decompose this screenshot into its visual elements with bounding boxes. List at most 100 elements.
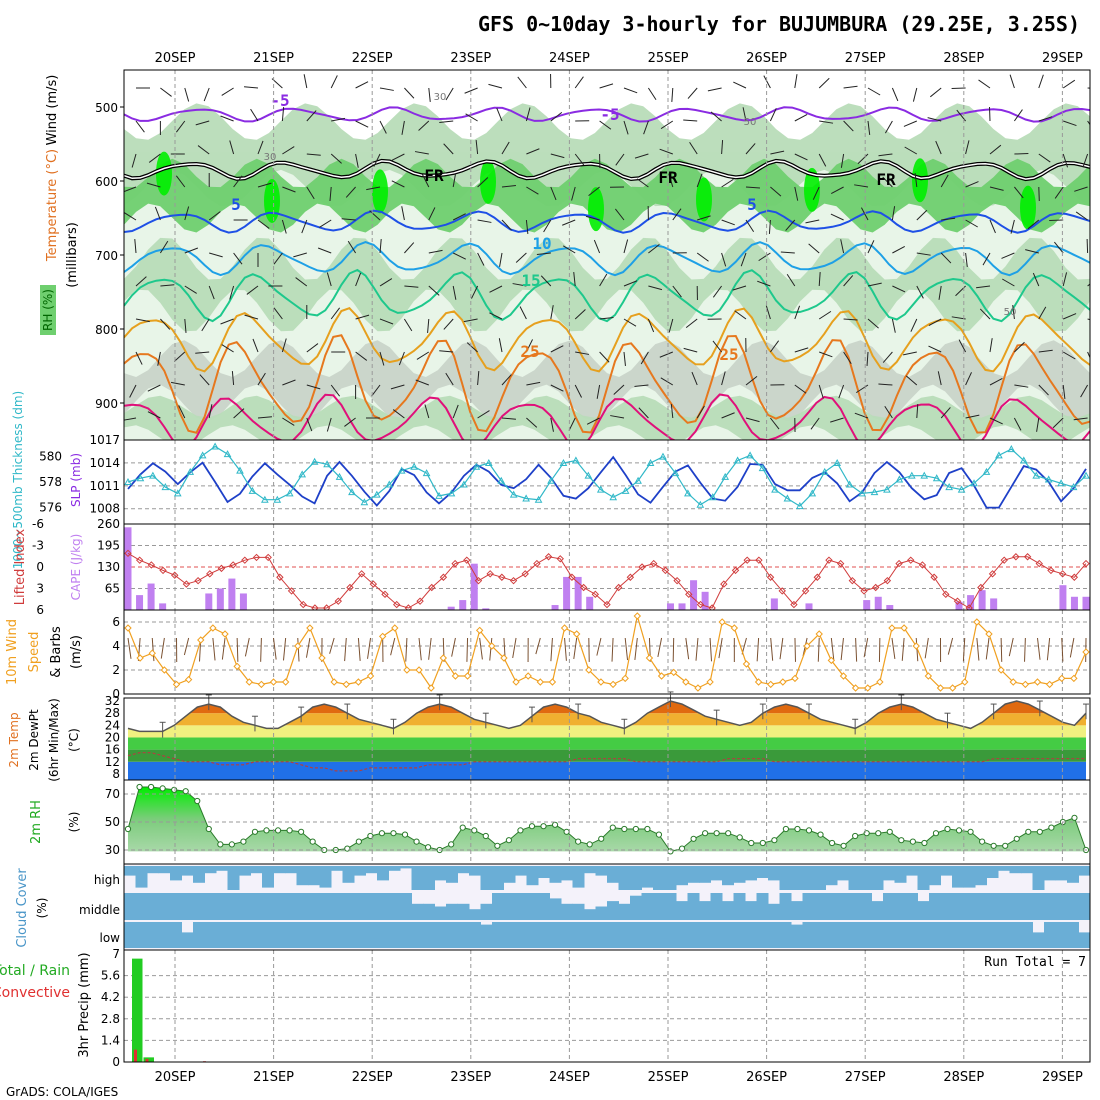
thickness-point [708,493,717,501]
cloud-bar-middle [216,893,228,920]
wind-speed-point [269,678,278,686]
wind-barb [916,403,919,419]
li-point [521,570,529,578]
isotherm-15 [124,268,1090,323]
wind-barb-10m [976,637,980,661]
wind-barb [519,306,527,320]
wind-barb [659,148,673,155]
wind-barb [758,252,771,262]
cloud-bar-high [1009,866,1022,874]
wind-barb [221,344,234,353]
cloud-bar-high [906,866,918,876]
isotherm-5 [124,209,1090,234]
wind-speed-point [148,649,156,657]
wind-barb-10m [840,637,844,661]
wind-barb-10m [901,637,905,661]
wind-barb [599,83,614,89]
li-point [1012,553,1020,561]
li-point [1023,553,1032,561]
wind-barb [273,307,283,320]
wind-barb [195,351,210,354]
li-point [591,590,600,599]
wind-barb [1073,417,1088,421]
wind-barb [452,252,467,260]
wind-barb [696,252,709,262]
rh2m-point [586,841,593,848]
rh2m-point [1002,842,1009,849]
thickness-point [385,480,394,488]
cloud-bar-low [503,922,516,948]
wind-barb [154,206,161,221]
wind-barb [550,186,557,201]
wind-barb [965,414,980,419]
cloud-bar-middle [802,893,815,920]
wind-speed-point [330,678,338,686]
wind-barb [668,318,674,333]
cloud-bar-high [894,866,907,883]
cloud-bar-low [170,922,182,948]
cloud-bar-high [354,866,366,876]
wind-barb [379,239,382,254]
li-point [790,600,798,609]
cloud-bar-middle [538,893,550,920]
wind-barb [916,285,924,299]
cape-bar [124,527,132,610]
li-point [743,556,751,564]
cloud-bar-middle [377,893,389,920]
wind-barb [129,384,137,398]
li-point [953,597,962,605]
wind-barb [463,318,478,323]
cloud-bar-high [193,866,205,883]
cloud-bar-high [1078,866,1091,876]
thickness-point [746,451,754,459]
wind-speed-point [415,666,423,674]
rh-saturated-patch [480,159,496,204]
cloud-bar-middle [158,893,171,920]
thickness-point [360,498,369,506]
cloud-bar-high [147,866,159,874]
wind-barb [199,374,210,386]
cloud-level-label: low [100,931,121,945]
cloud-bar-low [722,922,734,948]
li-point [883,576,892,585]
thickness-axis-label: 1000~500mb Thickness (dm) [11,391,25,569]
wind-barb [550,111,563,122]
wind-barb [613,384,625,395]
rh2m-point [540,823,547,830]
rh2m-point [1013,835,1020,842]
wind-speed-point [924,672,933,680]
cloud-bar-middle [814,893,826,920]
wind-barb [1082,153,1089,168]
thickness-point [758,464,767,472]
cloud-bar-high [308,866,320,886]
wind-barb [355,153,359,168]
thickness-point [820,467,829,475]
wind-barb [903,120,917,127]
cloud-bar-middle [1078,893,1091,920]
thickness-tick-label: 580 [39,450,62,464]
cloud-bar-high [733,866,746,883]
wind-speed-point [572,630,581,638]
wind-barb [1036,417,1040,432]
wind-barb [951,316,966,320]
li-point [194,576,202,585]
wind-barb [246,285,259,295]
wind-speed-point [1082,648,1090,656]
rh2m-point [932,830,940,837]
cloud-bar-low [250,922,263,948]
precip-total-bar [132,958,143,1062]
cloud-bar-low [354,922,366,948]
cloud-bar-middle [653,893,665,920]
cloud-bar-middle [963,893,976,920]
wind-barb [526,186,539,195]
wind-barb [252,338,259,353]
wind-barb [306,186,315,200]
precip-conv-bar [134,1049,137,1062]
cloud-bar-low [641,922,654,948]
wind-barb [401,120,405,135]
cloud-bar-low [158,922,171,948]
wind-barb [904,146,918,155]
x-tick-top: 27SEP [845,51,886,66]
